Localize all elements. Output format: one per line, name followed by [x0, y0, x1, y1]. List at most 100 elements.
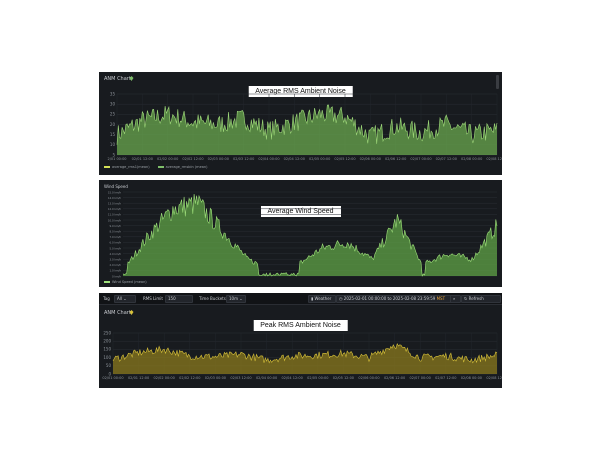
x-tick-label: 02/06 00:00 — [360, 157, 381, 161]
wind-speed-chart: 15.0 km/h 14.0 km/h 13.0 km/h12.0 km/h 11.0… — [108, 190, 498, 278]
y-tick-label: 20 — [110, 122, 116, 127]
x-tick-label: 02/08 00:00 — [461, 376, 482, 380]
weather-label: Weather — [314, 296, 332, 301]
y-tick-label: 35 — [110, 91, 116, 96]
tag-value: All — [117, 296, 122, 301]
tag-select[interactable]: All ⌄ — [114, 295, 136, 303]
chart-caption: Average RMS Ambient Noise — [248, 86, 353, 97]
rms-limit-input[interactable]: 150 — [165, 295, 193, 303]
chart-caption: Peak RMS Ambient Noise — [253, 320, 348, 331]
y-tick-label: 4.0 km/h — [110, 252, 122, 256]
toolbar: Tag All ⌄ RMS Limit 150 Time Buckets 10m… — [99, 293, 502, 305]
x-tick-label: 02/04 12:00 — [284, 157, 305, 161]
y-tick-label: 7.0 km/h — [110, 235, 122, 239]
chart-icon — [129, 310, 134, 315]
tag-label: Tag — [103, 296, 110, 301]
refresh-button[interactable]: ↻ Refresh — [461, 295, 501, 303]
y-tick-label: 25 — [110, 112, 116, 117]
ambient-noise-panel: ANM Chart Average RMS Ambient Noise 35 30… — [99, 72, 502, 175]
chart-icon — [129, 76, 134, 81]
x-tick-label: 02/08 12:00 — [486, 376, 502, 380]
chevron-down-icon: ⌄ — [239, 296, 243, 301]
x-tick-label: 02/02 12:00 — [179, 376, 200, 380]
y-tick-label: 150 — [103, 347, 111, 352]
y-tick-label: 5 — [112, 152, 115, 157]
x-tick-label: 02/08 00:00 — [461, 157, 482, 161]
panel-title: Wind Speed — [104, 184, 128, 189]
weather-toggle[interactable]: ▮ Weather — [308, 295, 336, 303]
y-tick-label: 14.0 km/h — [108, 196, 122, 200]
toggle-icon: ▮ — [311, 296, 314, 301]
x-tick-label: 02/06 00:00 — [358, 376, 379, 380]
y-tick-label: 10 — [110, 142, 116, 147]
y-tick-label: 1.0 km/h — [110, 269, 122, 273]
rms-limit-label: RMS Limit — [143, 296, 163, 301]
x-tick-label: 02/08 12:00 — [486, 157, 502, 161]
time-buckets-value: 10m — [229, 296, 238, 301]
y-tick-label: 13.0 km/h — [108, 202, 122, 206]
peak-noise-chart: 250 200 150 100 50 002/01 00:00 02/01 12:00 02/… — [102, 330, 502, 380]
y-tick-label: 3.0 km/h — [110, 258, 122, 262]
zoom-out-button[interactable]: ⌕ — [450, 295, 461, 303]
x-tick-label: 02/02 12:00 — [182, 157, 203, 161]
y-tick-label: 200 — [103, 339, 111, 344]
y-tick-label: 2.0 km/h — [110, 263, 122, 267]
legend-swatch — [104, 281, 110, 283]
x-tick-label: 02/03 00:00 — [205, 376, 226, 380]
search-icon: ⌕ — [453, 296, 456, 301]
panel-title: ANM Chart — [104, 310, 131, 316]
x-tick-label: 02/05 12:00 — [334, 157, 355, 161]
series-line — [116, 104, 498, 145]
y-tick-label: 100 — [103, 355, 111, 360]
timezone-label: MST — [436, 296, 446, 301]
x-tick-label: 02/06 12:00 — [384, 376, 405, 380]
ambient-noise-chart: 35 30 25 20 15 10 52/01 00:00 02/01 12:00 02/02 … — [107, 91, 502, 161]
y-tick-label: 15.0 km/h — [108, 190, 122, 194]
refresh-icon: ↻ — [464, 296, 468, 301]
legend-item[interactable]: Wind Speed (mean) — [104, 280, 147, 284]
y-tick-label: 11.0 km/h — [108, 213, 122, 217]
peak-noise-panel: Tag All ⌄ RMS Limit 150 Time Buckets 10m… — [99, 293, 502, 388]
y-tick-label: 6.0 km/h — [110, 241, 122, 245]
x-tick-label: 02/04 00:00 — [258, 157, 279, 161]
refresh-label: Refresh — [468, 296, 484, 301]
time-buckets-label: Time Buckets — [199, 296, 226, 301]
y-tick-label: 0 — [108, 371, 111, 376]
x-tick-label: 02/07 12:00 — [435, 376, 456, 380]
x-tick-label: 02/07 00:00 — [410, 157, 431, 161]
series-area — [113, 343, 497, 374]
x-tick-label: 02/02 00:00 — [154, 376, 175, 380]
time-buckets-select[interactable]: 10m ⌄ — [226, 295, 246, 303]
x-tick-label: 02/07 12:00 — [436, 157, 457, 161]
series-area — [117, 105, 497, 155]
legend-item[interactable]: average_rms1(mean) — [104, 165, 150, 169]
x-tick-label: 02/01 00:00 — [102, 376, 123, 380]
series-line — [122, 193, 498, 277]
series-line — [112, 342, 498, 364]
x-tick-label: 02/05 12:00 — [333, 376, 354, 380]
y-tick-label: 9.0 km/h — [110, 224, 122, 228]
legend-swatch — [104, 166, 110, 168]
scrollbar[interactable] — [496, 75, 499, 89]
y-tick-label: 10.0 km/h — [108, 218, 122, 222]
x-tick-label: 02/07 00:00 — [410, 376, 431, 380]
x-tick-label: 02/03 12:00 — [230, 376, 251, 380]
x-tick-label: 02/03 12:00 — [233, 157, 254, 161]
y-tick-label: 8.0 km/h — [110, 230, 122, 234]
legend: average_rms1(mean) average_rmsbin (mean) — [104, 165, 207, 169]
y-tick-label: 12.0 km/h — [108, 207, 122, 211]
x-tick-label: 02/01 12:00 — [132, 157, 153, 161]
x-tick-label: 02/01 12:00 — [128, 376, 149, 380]
x-tick-label: 02/05 00:00 — [309, 157, 330, 161]
legend: Wind Speed (mean) — [104, 280, 147, 284]
x-tick-label: 02/02 00:00 — [157, 157, 178, 161]
x-tick-label: 02/06 12:00 — [385, 157, 406, 161]
y-tick-label: 0 km/h — [112, 274, 121, 278]
x-tick-label: 02/03 00:00 — [208, 157, 229, 161]
wind-speed-panel: Wind Speed Average Wind Speed 15.0 km/h 1… — [99, 180, 502, 287]
panel-title: ANM Chart — [104, 76, 131, 82]
x-tick-label: 2/01 00:00 — [107, 157, 126, 161]
x-tick-label: 02/05 00:00 — [307, 376, 328, 380]
legend-item[interactable]: average_rmsbin (mean) — [157, 165, 207, 169]
clock-icon: ◷ — [339, 296, 343, 301]
